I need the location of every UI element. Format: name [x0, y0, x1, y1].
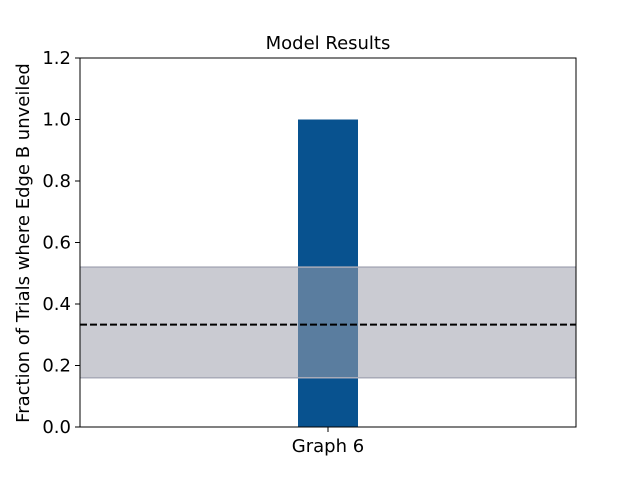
x-tick-label: Graph 6	[292, 436, 364, 457]
y-tick-label: 0.0	[42, 417, 71, 438]
y-tick-label: 1.2	[42, 48, 71, 69]
y-tick-label: 1.0	[42, 110, 71, 131]
y-axis-label: Fraction of Trials where Edge B unveiled	[13, 63, 34, 423]
y-tick-label: 0.2	[42, 356, 71, 377]
chart-title: Model Results	[266, 33, 391, 54]
reference-band	[80, 267, 576, 378]
y-tick-label: 0.6	[42, 233, 71, 254]
y-tick-label: 0.8	[42, 171, 71, 192]
y-tick-label: 0.4	[42, 294, 71, 315]
